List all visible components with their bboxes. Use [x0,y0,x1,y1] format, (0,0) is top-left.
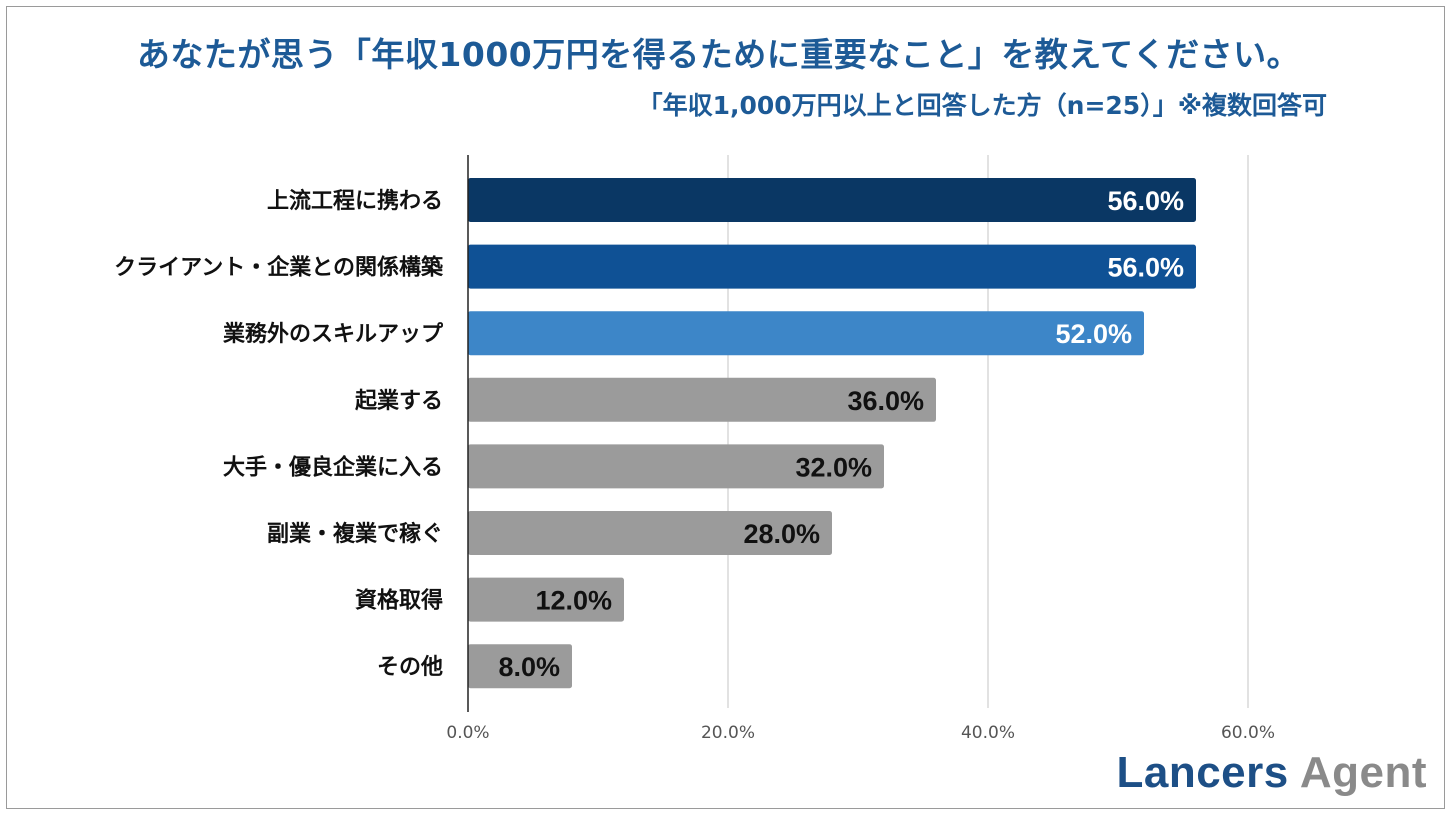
bar-6 [468,511,832,555]
data-label: 52.0% [1055,319,1132,349]
bar-5 [468,444,884,489]
category-label: 業務外のスキルアップ [223,321,444,347]
x-tick-label: 0.0% [446,723,489,743]
category-label: 大手・優良企業に入る [223,454,443,480]
data-label: 8.0% [498,652,560,682]
category-label: クライアント・企業との関係構築 [114,255,444,281]
bar-7 [468,577,624,622]
category-label: 副業・複業で稼ぐ [267,521,443,547]
bar-2 [468,244,1196,289]
data-label: 56.0% [1107,186,1184,216]
data-label: 12.0% [535,586,612,616]
bar-8 [468,644,572,689]
data-label: 56.0% [1107,253,1184,283]
logo-agent: Agent [1299,748,1427,797]
bar-3 [468,311,1144,356]
category-label: 上流工程に携わる [267,188,443,214]
x-tick-label: 40.0% [961,723,1015,743]
data-label: 28.0% [743,519,820,549]
logo-lancers: Lancers [1116,748,1289,797]
chart-subtitle: 「年収1,000万円以上と回答した方（n=25）」※複数回答可 [637,91,1327,120]
x-tick-label: 20.0% [701,723,755,743]
category-label: 起業する [354,389,443,414]
bar-4 [468,377,936,422]
data-label: 36.0% [847,386,924,416]
chart-title: あなたが思う「年収1000万円を得るために重要なこと」を教えてください。 [136,35,1301,74]
category-label: 資格取得 [355,588,443,614]
category-label: その他 [377,655,443,680]
x-tick-label: 60.0% [1221,723,1275,743]
bar-1 [468,178,1196,222]
lancers-agent-logo: Lancers Agent [1116,748,1427,798]
data-label: 32.0% [795,452,872,482]
